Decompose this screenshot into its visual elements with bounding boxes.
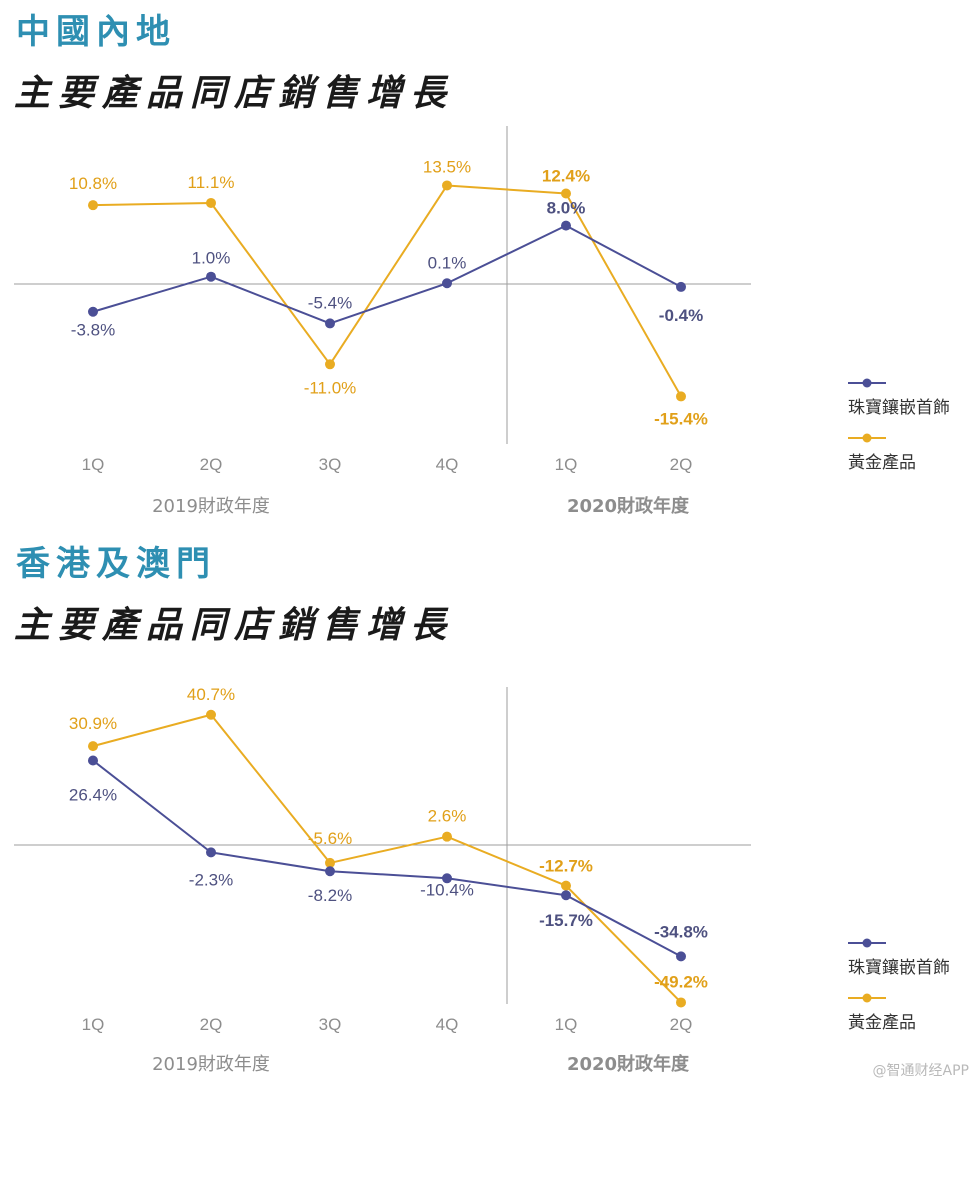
- data-point-jewelry: [676, 281, 686, 292]
- fiscal-year-label: 2019財政年度: [152, 1054, 270, 1075]
- region-title-mainland: 中國內地: [16, 12, 176, 52]
- x-tick-label: 1Q: [82, 455, 105, 474]
- data-point-gold: [676, 997, 686, 1008]
- series-line-jewelry: [92, 224, 682, 325]
- x-tick-label: 2Q: [200, 1015, 223, 1034]
- data-label-gold: -49.2%: [654, 972, 708, 991]
- data-point-gold: [676, 391, 686, 402]
- data-point-gold: [206, 197, 216, 208]
- data-label-gold: 10.8%: [69, 174, 117, 193]
- legend-marker-gold: [862, 993, 872, 1003]
- data-label-jewelry: -15.7%: [539, 911, 593, 930]
- data-label-jewelry: -5.4%: [308, 293, 352, 312]
- data-point-gold: [442, 180, 452, 191]
- data-point-gold: [561, 880, 571, 891]
- data-label-gold: -15.4%: [654, 409, 708, 428]
- data-point-jewelry: [206, 271, 216, 282]
- data-point-jewelry: [442, 873, 452, 884]
- x-tick-label: 2Q: [670, 1015, 693, 1034]
- data-point-jewelry: [676, 951, 686, 962]
- x-tick-label: 4Q: [436, 455, 459, 474]
- x-tick-label: 3Q: [319, 1015, 342, 1034]
- series-line-gold: [92, 184, 682, 397]
- x-tick-label: 1Q: [555, 455, 578, 474]
- legend-label-jewelry: 珠寶鑲嵌首飾: [848, 397, 950, 418]
- legend-label-gold: 黃金產品: [848, 1013, 916, 1033]
- data-label-jewelry: -8.2%: [308, 886, 352, 905]
- data-point-jewelry: [561, 890, 571, 901]
- data-point-gold: [442, 831, 452, 842]
- data-label-gold: 12.4%: [542, 166, 590, 185]
- data-label-gold: -11.0%: [304, 378, 357, 397]
- data-label-gold: 30.9%: [69, 714, 117, 733]
- data-point-jewelry: [561, 220, 571, 231]
- data-point-gold: [325, 857, 335, 868]
- x-tick-label: 1Q: [82, 1015, 105, 1034]
- watermark: @智通财经APP: [872, 1063, 969, 1079]
- chart-title-hk-macau: 主要產品同店銷售增長: [14, 605, 455, 646]
- legend-marker-jewelry: [862, 378, 872, 388]
- series-line-jewelry: [92, 759, 682, 958]
- data-label-jewelry: -3.8%: [71, 321, 115, 340]
- x-tick-label: 3Q: [319, 455, 342, 474]
- legend-marker-jewelry: [862, 938, 872, 948]
- legend-label-jewelry: 珠寶鑲嵌首飾: [848, 957, 950, 978]
- data-label-gold: 13.5%: [423, 157, 471, 176]
- data-label-jewelry: 1.0%: [192, 249, 231, 268]
- legend-marker-gold: [862, 433, 872, 443]
- data-label-jewelry: 8.0%: [547, 199, 586, 218]
- data-label-gold: 11.1%: [188, 173, 235, 192]
- data-point-gold: [88, 741, 98, 752]
- data-point-gold: [325, 359, 335, 370]
- data-point-jewelry: [206, 847, 216, 858]
- data-point-jewelry: [325, 318, 335, 329]
- chart-mainland: 1Q 2Q 3Q 4Q 1Q 2Q 2019財政年度 2020財政年度 -3.8% 1.0% -5.…: [14, 126, 950, 517]
- data-label-gold: -12.7%: [539, 857, 593, 876]
- data-point-jewelry: [442, 278, 452, 289]
- x-tick-label: 2Q: [670, 455, 693, 474]
- data-point-jewelry: [325, 866, 335, 877]
- x-tick-label: 2Q: [200, 455, 223, 474]
- data-label-jewelry: 0.1%: [428, 253, 467, 272]
- fiscal-year-label: 2020財政年度: [567, 495, 690, 517]
- data-label-jewelry: 26.4%: [69, 786, 117, 805]
- data-point-gold: [206, 709, 216, 720]
- data-label-gold: 40.7%: [187, 685, 235, 704]
- data-point-jewelry: [88, 755, 98, 766]
- data-label-jewelry: -10.4%: [420, 880, 474, 899]
- data-point-jewelry: [88, 306, 98, 317]
- data-label-jewelry: -2.3%: [189, 870, 233, 889]
- data-label-jewelry: -0.4%: [659, 306, 703, 325]
- legend-label-gold: 黃金產品: [848, 453, 916, 473]
- data-label-gold: -5.6%: [308, 829, 352, 848]
- fiscal-year-label: 2019財政年度: [152, 496, 270, 517]
- chart-title-mainland: 主要產品同店銷售增長: [14, 73, 455, 114]
- data-point-gold: [88, 200, 98, 211]
- x-tick-label: 4Q: [436, 1015, 459, 1034]
- x-tick-label: 1Q: [555, 1015, 578, 1034]
- data-label-jewelry: -34.8%: [654, 922, 708, 941]
- data-label-gold: 2.6%: [428, 807, 467, 826]
- region-title-hk-macau: 香港及澳門: [16, 544, 216, 584]
- chart-hk-macau: 1Q 2Q 3Q 4Q 1Q 2Q 2019財政年度 2020財政年度 26.4% -2.3% -8…: [14, 685, 950, 1075]
- fiscal-year-label: 2020財政年度: [567, 1053, 690, 1075]
- data-point-gold: [561, 188, 571, 199]
